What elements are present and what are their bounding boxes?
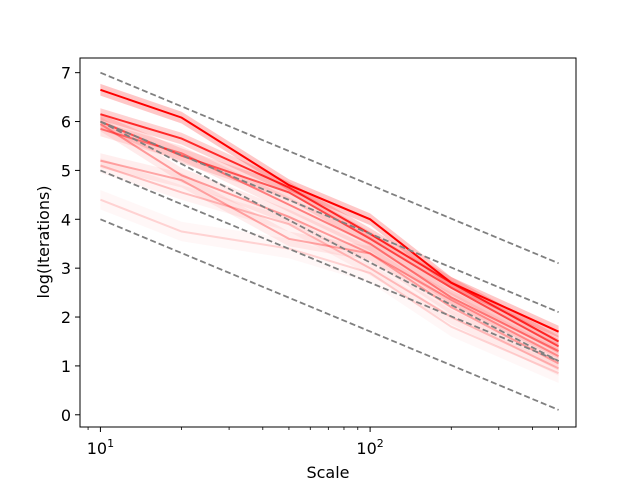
x-axis-ticks: 101 102 — [87, 427, 560, 458]
series-2-band — [100, 108, 559, 348]
reference-line-5 — [100, 218, 559, 411]
reference-line-4 — [100, 169, 559, 362]
series-6-band — [100, 153, 559, 371]
reference-line-3 — [100, 120, 560, 362]
y-axis-label: log(Iterations) — [34, 185, 53, 298]
y-tick-label: 3 — [61, 259, 71, 278]
x-tick-label: 101 — [87, 437, 114, 458]
reference-line-2 — [100, 120, 559, 313]
series-lines — [99, 88, 560, 375]
y-tick-label: 0 — [61, 406, 71, 425]
y-tick-label: 5 — [61, 161, 71, 180]
reference-line-1 — [100, 71, 559, 265]
y-tick-label: 7 — [61, 64, 71, 83]
series-bands — [100, 83, 559, 376]
series-1-line — [100, 88, 560, 333]
reference-lines — [100, 71, 560, 411]
series-3-band — [100, 114, 559, 354]
series-2-line — [100, 113, 560, 343]
y-axis-ticks: 0 1 2 3 4 5 6 7 — [61, 64, 80, 425]
y-tick-label: 1 — [61, 357, 71, 376]
series-8-line — [100, 198, 559, 375]
series-6-line — [100, 159, 560, 365]
y-tick-label: 2 — [61, 308, 71, 327]
series-7-band — [100, 158, 559, 376]
y-tick-label: 4 — [61, 210, 71, 229]
y-tick-label: 6 — [61, 113, 71, 132]
series-5-line — [99, 123, 560, 357]
series-4-band — [100, 121, 559, 359]
series-1-band — [100, 83, 559, 338]
series-7-line — [100, 164, 560, 370]
x-tick-label: 102 — [356, 437, 383, 458]
x-axis-label: Scale — [306, 463, 349, 480]
